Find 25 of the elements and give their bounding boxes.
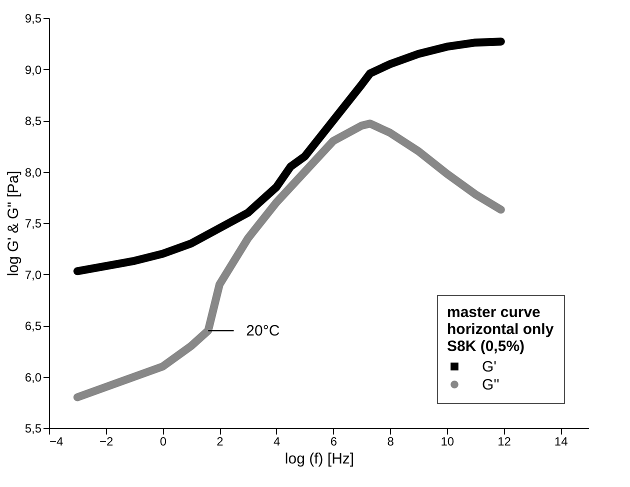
- x-tick-label: −4: [50, 434, 64, 448]
- y-tick-label: 5,5: [24, 422, 42, 436]
- y-tick-label: 6,0: [24, 370, 42, 384]
- annotation: 20°C: [246, 322, 280, 340]
- x-tick-label: 4: [274, 434, 281, 448]
- x-tick-label: 8: [387, 434, 394, 448]
- y-tick-label: 9,5: [24, 12, 42, 26]
- y-tick-label: 7,0: [24, 268, 42, 282]
- y-tick-label: 6,5: [24, 319, 42, 333]
- y-tick-label: 7,5: [24, 216, 42, 230]
- legend-title: master curve horizontal only S8K (0,5%): [447, 304, 554, 355]
- legend-label: G': [482, 358, 497, 376]
- x-tick-label: 2: [216, 434, 224, 448]
- x-tick-label: 0: [160, 434, 167, 448]
- y-tick-label: 9,0: [24, 62, 42, 77]
- y-tick-label: 8,5: [24, 114, 42, 128]
- x-tick-label: 10: [440, 434, 454, 448]
- x-tick-label: 6: [330, 434, 338, 448]
- x-tick-label: 12: [498, 434, 512, 448]
- y-tick-label: 8,0: [24, 165, 42, 180]
- x-tick-label: 14: [554, 434, 568, 448]
- y-axis-title: log G' & G'' [Pa]: [4, 170, 22, 276]
- legend-label: G'': [482, 376, 500, 394]
- x-tick-label: −2: [100, 434, 114, 448]
- x-axis-title: log (f) [Hz]: [284, 450, 354, 468]
